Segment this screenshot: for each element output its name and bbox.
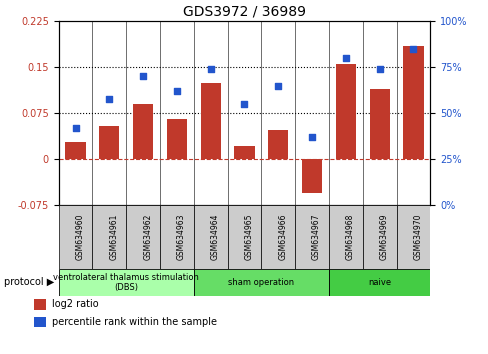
Text: GSM634966: GSM634966 xyxy=(278,214,286,261)
Point xyxy=(274,83,282,88)
Bar xyxy=(335,64,355,159)
Text: GSM634970: GSM634970 xyxy=(412,214,422,261)
Text: GSM634961: GSM634961 xyxy=(109,214,118,261)
Bar xyxy=(34,317,46,327)
Bar xyxy=(267,130,288,159)
Bar xyxy=(59,205,92,269)
Bar xyxy=(369,89,389,159)
Bar xyxy=(295,205,328,269)
Text: GSM634964: GSM634964 xyxy=(210,214,219,261)
Bar xyxy=(99,126,119,159)
Text: GSM634969: GSM634969 xyxy=(379,214,388,261)
Bar xyxy=(166,119,187,159)
Point xyxy=(105,96,113,101)
Bar xyxy=(34,299,46,310)
Bar xyxy=(328,269,429,296)
Text: GSM634968: GSM634968 xyxy=(345,214,354,261)
Text: naive: naive xyxy=(367,278,390,287)
Text: log2 ratio: log2 ratio xyxy=(52,299,98,309)
Bar xyxy=(133,104,153,159)
Bar xyxy=(193,269,328,296)
Point xyxy=(173,88,181,94)
Bar xyxy=(160,205,193,269)
Bar xyxy=(328,205,362,269)
Text: percentile rank within the sample: percentile rank within the sample xyxy=(52,317,216,327)
Text: GSM634960: GSM634960 xyxy=(76,214,84,261)
Bar xyxy=(261,205,295,269)
Text: protocol ▶: protocol ▶ xyxy=(3,277,54,287)
Text: GSM634967: GSM634967 xyxy=(311,214,321,261)
Bar xyxy=(59,269,193,296)
Title: GDS3972 / 36989: GDS3972 / 36989 xyxy=(183,5,305,19)
Bar xyxy=(65,142,85,159)
Text: GSM634963: GSM634963 xyxy=(177,214,185,261)
Point xyxy=(375,66,383,72)
Text: GSM634962: GSM634962 xyxy=(143,214,152,261)
Bar xyxy=(126,205,160,269)
Bar xyxy=(301,159,322,193)
Point xyxy=(240,101,248,107)
Bar xyxy=(234,146,254,159)
Point xyxy=(139,74,147,79)
Text: sham operation: sham operation xyxy=(228,278,294,287)
Text: ventrolateral thalamus stimulation
(DBS): ventrolateral thalamus stimulation (DBS) xyxy=(53,273,199,292)
Bar xyxy=(396,205,429,269)
Bar xyxy=(403,46,423,159)
Bar xyxy=(92,205,126,269)
Point xyxy=(206,66,214,72)
Point xyxy=(408,46,416,52)
Bar xyxy=(200,82,221,159)
Point xyxy=(341,55,349,61)
Point xyxy=(307,135,315,140)
Bar xyxy=(193,205,227,269)
Text: GSM634965: GSM634965 xyxy=(244,214,253,261)
Bar xyxy=(362,205,396,269)
Bar xyxy=(227,205,261,269)
Point xyxy=(72,125,80,131)
